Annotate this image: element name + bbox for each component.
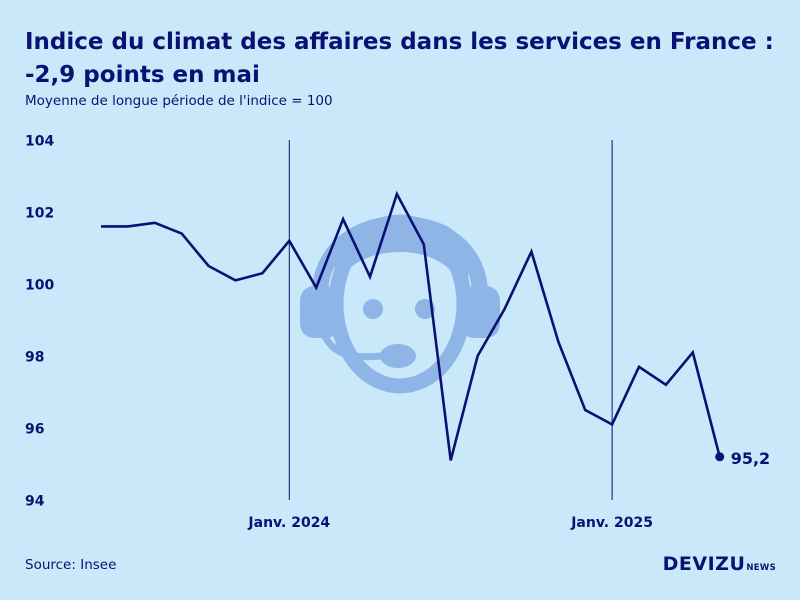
data-point: [153, 221, 157, 225]
y-tick-label: 96: [25, 422, 44, 438]
y-tick-label: 98: [25, 350, 44, 366]
data-point: [449, 458, 453, 462]
data-point: [476, 354, 480, 358]
data-point: [126, 224, 130, 228]
data-point: [314, 286, 318, 290]
y-tick-label: 100: [25, 278, 54, 294]
data-point: [503, 307, 507, 311]
y-tick-label: 104: [25, 134, 54, 150]
data-point: [556, 340, 560, 344]
y-tick-label: 102: [25, 206, 54, 222]
data-point: [395, 192, 399, 196]
data-point: [610, 422, 614, 426]
data-point: [422, 242, 426, 246]
x-tick-label: Janv. 2024: [247, 515, 330, 531]
data-point: [664, 383, 668, 387]
data-point: [341, 217, 345, 221]
chart-subtitle: Moyenne de longue période de l'indice = …: [25, 93, 333, 109]
data-point: [234, 278, 238, 282]
x-tick-label: Janv. 2025: [570, 515, 653, 531]
brand-name: DEVIZU: [662, 553, 746, 575]
last-value-label: 95,2: [731, 449, 770, 468]
data-point: [180, 232, 184, 236]
data-point: [583, 408, 587, 412]
series-line: [101, 190, 721, 461]
brand-logo: DEVIZUNEWS: [663, 553, 776, 575]
brand-suffix: NEWS: [746, 563, 776, 573]
chart-title: Indice du climat des affaires dans les s…: [25, 29, 774, 88]
headset-person-icon: [300, 214, 500, 394]
data-point: [368, 275, 372, 279]
y-tick-label: 94: [25, 494, 45, 510]
data-point: [287, 239, 291, 243]
last-data-point: [715, 452, 725, 462]
data-point: [99, 224, 103, 228]
data-point: [691, 350, 695, 354]
data-point: [529, 250, 533, 254]
data-point: [637, 365, 641, 369]
data-point: [207, 264, 211, 268]
data-point: [260, 271, 264, 275]
source-note: Source: Insee: [25, 557, 117, 573]
